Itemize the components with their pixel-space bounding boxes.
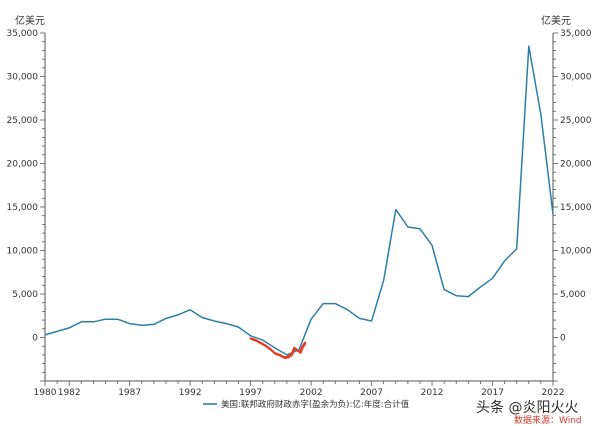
tick-group: 0 0 5,000 5,000 10,000 10,000 15,000 15,000 20,0… — [7, 29, 592, 398]
x-tick-label: 1992 — [179, 388, 202, 398]
legend: 美国:联邦政府财政赤字(盈余为负):亿:年度:合计值 — [203, 399, 410, 410]
series-group — [44, 45, 554, 356]
left-y-tick-label: 20,000 — [7, 160, 39, 170]
series-line — [44, 45, 554, 356]
x-tick-label: 2017 — [481, 388, 504, 398]
right-y-tick-label: 35,000 — [560, 29, 592, 39]
data-source-text: 数据来源：Wind — [514, 414, 582, 426]
left-y-tick-label: 5,000 — [12, 290, 38, 300]
x-tick-label: 1987 — [118, 388, 141, 398]
x-tick-label: 1982 — [58, 388, 81, 398]
right-y-tick-label: 0 — [560, 334, 566, 344]
left-y-tick-label: 35,000 — [7, 29, 39, 39]
annotation-group — [249, 337, 307, 360]
left-y-tick-label: 15,000 — [7, 203, 39, 213]
right-y-tick-label: 20,000 — [560, 160, 592, 170]
left-y-tick-label: 10,000 — [7, 247, 39, 257]
x-tick-label: 1997 — [239, 388, 262, 398]
left-y-tick-label: 25,000 — [7, 116, 39, 126]
axes — [44, 33, 554, 382]
x-tick-label: 2012 — [421, 388, 444, 398]
right-y-tick-label: 5,000 — [560, 290, 586, 300]
watermark: 头条 @炎阳火火 数据来源：Wind — [476, 399, 582, 426]
right-y-tick-label: 10,000 — [560, 247, 592, 257]
right-unit-label: 亿美元 — [541, 14, 571, 27]
highlight-stroke-2 — [250, 339, 307, 360]
left-unit-label: 亿美元 — [15, 14, 45, 27]
left-y-tick-label: 30,000 — [7, 73, 39, 83]
x-tick-label: 2002 — [300, 388, 323, 398]
right-y-tick-label: 25,000 — [560, 116, 592, 126]
legend-label: 美国:联邦政府财政赤字(盈余为负):亿:年度:合计值 — [221, 399, 410, 410]
x-tick-label: 2007 — [360, 388, 383, 398]
x-tick-label: 2022 — [542, 388, 565, 398]
right-y-tick-label: 15,000 — [560, 203, 592, 213]
right-y-tick-label: 30,000 — [560, 73, 592, 83]
x-tick-label: 1980 — [34, 388, 57, 398]
left-y-tick-label: 0 — [32, 334, 38, 344]
watermark-text: 头条 @炎阳火火 — [476, 399, 578, 416]
